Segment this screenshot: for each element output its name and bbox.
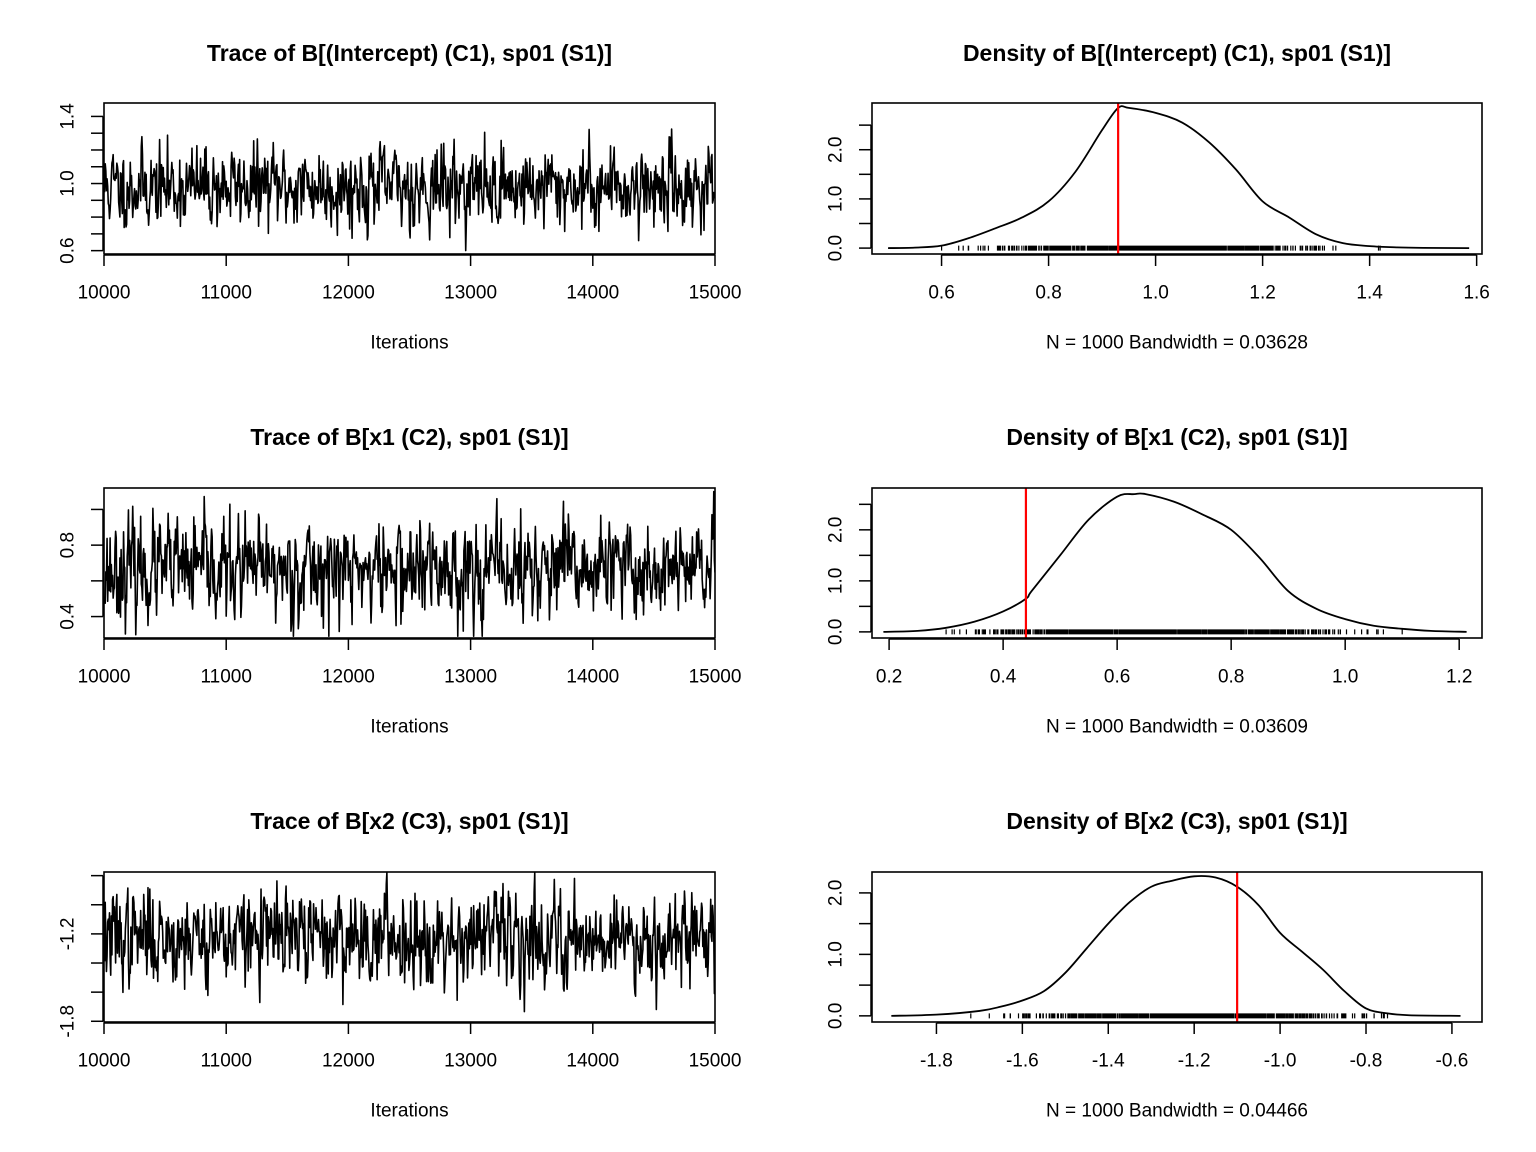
- y-tick-label: 1.4: [58, 103, 79, 130]
- panel-title: Trace of B[x1 (C2), sp01 (S1)]: [250, 424, 568, 450]
- x-tick-label: 0.8: [1218, 667, 1244, 688]
- x-tick-label: 12000: [322, 667, 375, 688]
- x-tick-label: 10000: [78, 667, 131, 688]
- x-tick-label: 1.0: [1142, 283, 1168, 304]
- y-tick-label: 0.0: [826, 235, 847, 261]
- rug-tick: [970, 1013, 1389, 1019]
- panel-trace-3: Trace of B[x1 (C2), sp01 (S1)] 10000 11000…: [58, 424, 742, 738]
- x-tick-label: -0.8: [1350, 1051, 1383, 1072]
- rug-marks: [945, 629, 1403, 635]
- x-tick-label: 10000: [78, 283, 131, 304]
- x-tick-label: 1.4: [1356, 283, 1383, 304]
- x-axis-label: N = 1000 Bandwidth = 0.04466: [1046, 1101, 1308, 1122]
- x-tick-label: 0.8: [1035, 283, 1061, 304]
- x-tick-label: 13000: [444, 283, 497, 304]
- x-tick-label: -0.6: [1436, 1051, 1469, 1072]
- rug-marks: [941, 245, 1381, 251]
- panel-trace-1: Trace of B[(Intercept) (C1), sp01 (S1)] 1…: [58, 40, 742, 354]
- x-tick-label: 0.4: [990, 667, 1017, 688]
- x-tick-label: 0.6: [1104, 667, 1130, 688]
- x-axis-label: N = 1000 Bandwidth = 0.03609: [1046, 717, 1308, 738]
- trace-series-line: [104, 128, 715, 252]
- panel-density-2: Density of B[(Intercept) (C1), sp01 (S1)…: [826, 40, 1490, 354]
- x-tick-label: 12000: [322, 1051, 375, 1072]
- y-tick-label: -1.2: [58, 918, 79, 951]
- x-tick-label: 1.2: [1249, 283, 1275, 304]
- trace-series-line: [104, 872, 715, 1013]
- plot-frame: [103, 487, 716, 639]
- x-tick-label: 0.2: [876, 667, 902, 688]
- density-curve: [888, 105, 1470, 249]
- rug-marks: [970, 1013, 1389, 1019]
- x-tick-label: 14000: [566, 283, 619, 304]
- x-tick-label: 11000: [200, 1051, 251, 1072]
- x-tick-label: 1.2: [1446, 667, 1472, 688]
- y-tick-label: 2.0: [826, 517, 847, 543]
- x-tick-label: -1.0: [1264, 1051, 1297, 1072]
- panel-density-6: Density of B[x2 (C3), sp01 (S1)] -1.8 -1.6…: [826, 808, 1483, 1122]
- x-tick-label: 10000: [78, 1051, 131, 1072]
- panel-title: Trace of B[(Intercept) (C1), sp01 (S1)]: [207, 40, 612, 66]
- x-tick-label: 13000: [444, 1051, 497, 1072]
- plot-area: [104, 128, 715, 252]
- y-tick-label: 0.8: [58, 532, 79, 558]
- x-axis-label: N = 1000 Bandwidth = 0.03628: [1046, 333, 1308, 354]
- x-tick-label: 14000: [566, 1051, 619, 1072]
- x-axis-label: Iterations: [370, 333, 448, 354]
- x-tick-label: 13000: [444, 667, 497, 688]
- y-tick-label: 1.0: [826, 568, 847, 594]
- y-tick-label: 1.0: [58, 170, 79, 196]
- panel-title: Trace of B[x2 (C3), sp01 (S1)]: [250, 808, 568, 834]
- x-tick-label: 0.6: [928, 283, 954, 304]
- x-tick-label: -1.8: [920, 1051, 953, 1072]
- y-tick-label: 2.0: [826, 880, 847, 906]
- x-tick-label: 12000: [322, 283, 375, 304]
- y-tick-label: 0.6: [58, 237, 79, 263]
- x-tick-label: 14000: [566, 667, 619, 688]
- density-curve: [883, 492, 1467, 633]
- x-tick-label: -1.4: [1092, 1051, 1125, 1072]
- panel-title: Density of B[(Intercept) (C1), sp01 (S1)…: [963, 40, 1391, 66]
- x-tick-label: 1.6: [1463, 283, 1489, 304]
- x-tick-label: 15000: [689, 667, 742, 688]
- y-tick-label: 1.0: [826, 941, 847, 967]
- panel-trace-5: Trace of B[x2 (C3), sp01 (S1)] 10000 11000…: [58, 808, 742, 1122]
- x-tick-label: 15000: [689, 283, 742, 304]
- plot-frame: [871, 871, 1483, 1023]
- y-tick-label: 2.0: [826, 137, 847, 163]
- trace-series-line: [104, 490, 715, 638]
- panel-density-4: Density of B[x1 (C2), sp01 (S1)] 0.2 0.4 0.…: [826, 424, 1483, 738]
- plot-area: [104, 490, 715, 638]
- x-tick-label: 15000: [689, 1051, 742, 1072]
- rug-tick: [945, 629, 1403, 635]
- y-tick-label: 0.4: [58, 603, 79, 630]
- panel-title: Density of B[x2 (C3), sp01 (S1)]: [1006, 808, 1347, 834]
- plot-frame: [103, 102, 716, 255]
- x-axis-label: Iterations: [370, 717, 448, 738]
- x-tick-label: 11000: [200, 667, 251, 688]
- y-tick-label: 0.0: [826, 619, 847, 645]
- y-tick-label: 1.0: [826, 186, 847, 212]
- density-curve: [891, 875, 1461, 1017]
- plot-area: [891, 872, 1461, 1022]
- plot-area: [104, 872, 715, 1013]
- plot-frame: [103, 871, 716, 1023]
- x-tick-label: 11000: [200, 283, 251, 304]
- y-tick-label: -1.8: [58, 1005, 79, 1038]
- panel-title: Density of B[x1 (C2), sp01 (S1)]: [1006, 424, 1347, 450]
- x-tick-label: -1.6: [1006, 1051, 1039, 1072]
- y-tick-label: 0.0: [826, 1003, 847, 1029]
- x-tick-label: -1.2: [1178, 1051, 1211, 1072]
- rug-tick: [941, 245, 1381, 251]
- x-axis-label: Iterations: [370, 1101, 448, 1122]
- plot-frame: [871, 487, 1483, 639]
- plot-area: [888, 103, 1470, 254]
- x-tick-label: 1.0: [1332, 667, 1358, 688]
- plot-frame: [871, 102, 1483, 255]
- plot-area: [883, 488, 1467, 638]
